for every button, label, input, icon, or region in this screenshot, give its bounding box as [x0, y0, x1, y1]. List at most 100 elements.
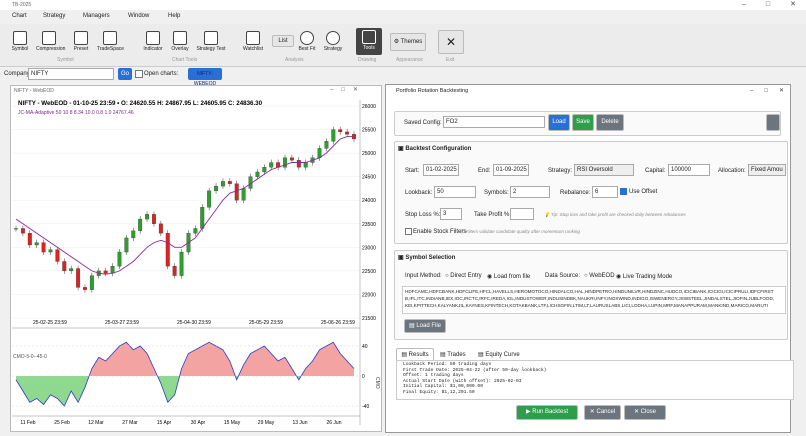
menu-item[interactable]: Managers [83, 13, 110, 19]
candle [41, 242, 46, 253]
window-controls[interactable]: –□✕ [330, 87, 366, 93]
allocation-select[interactable]: Fixed Amou [748, 164, 786, 176]
osc-label: CMO-5-0--45-0 [13, 354, 47, 360]
config-select[interactable]: FO2 [443, 116, 545, 128]
x-tick-label: 25-05-29 23:59 [249, 320, 283, 326]
window-controls[interactable]: –□✕ [742, 1, 796, 8]
x-tick-label: 30 Apr [191, 420, 206, 426]
candle [76, 268, 81, 288]
load-file-button[interactable]: ▤ Load File [404, 319, 446, 333]
y-tick-label: 23500 [362, 222, 376, 228]
candle [34, 242, 39, 246]
toolbar-button[interactable]: Strategy [320, 29, 346, 55]
cancel-button[interactable]: ✕ Cancel [584, 405, 621, 420]
title-bar [0, 0, 806, 10]
end-date[interactable]: 01-09-2025 [493, 164, 529, 176]
tab[interactable]: ▤ Results [396, 348, 434, 362]
candle [193, 228, 198, 234]
label: Input Method: [405, 273, 442, 279]
toolbar-button[interactable]: Best Fit [294, 29, 320, 55]
section-title: ▣ Backtest Configuration [398, 146, 472, 152]
company-select[interactable]: NIFTY [28, 68, 114, 80]
radio[interactable]: ○ WebEOD [584, 273, 615, 279]
y-tick-label: -40 [362, 404, 369, 410]
label: Capital: [645, 168, 666, 174]
toolbar-button[interactable]: ⚙ Themes [390, 33, 426, 51]
checkbox[interactable] [405, 228, 412, 235]
toolbar-button[interactable]: Symbol [7, 29, 33, 55]
chart-svg: NIFTY - WebEOD - 01-10-25 23:59 • O: 246… [12, 100, 380, 426]
candle [227, 181, 232, 184]
candle [165, 233, 170, 267]
candle [158, 223, 163, 234]
group-label: Appearance [396, 57, 423, 63]
checkbox[interactable] [620, 188, 627, 195]
tab[interactable]: ▤ Trades [440, 352, 466, 358]
toolbar-button[interactable]: TradeSpace [97, 29, 124, 55]
save-button[interactable]: Save [572, 114, 594, 131]
exit-button[interactable]: ✕ [438, 30, 464, 54]
label: Allocation: [718, 168, 746, 174]
strategy-select[interactable]: RSI Oversold [574, 164, 634, 176]
menu-item[interactable]: Help [168, 13, 181, 19]
menu-item[interactable]: Window [128, 13, 150, 19]
tab[interactable]: ▤ Equity Curve [478, 352, 520, 358]
delete-button[interactable]: Delete [596, 114, 624, 131]
chart-button[interactable]: NIFTY-WEBEOD [188, 68, 222, 87]
capital-input[interactable]: 100000 [668, 164, 710, 176]
rebalance-input[interactable]: 6 [592, 186, 618, 198]
toolbar-button[interactable]: Strategy Test [196, 29, 226, 55]
candle [138, 218, 143, 231]
load-button[interactable]: Load [548, 114, 570, 131]
menu-item[interactable]: Chart [12, 13, 27, 19]
x-tick-label: 11 Feb [20, 420, 35, 426]
toolbar-button[interactable]: List [272, 35, 294, 47]
x-tick-label: 25-02-25 23:59 [33, 320, 67, 326]
run-button[interactable]: ▶ Run Backtest [516, 405, 578, 420]
group-label: Chart Tools [172, 57, 198, 63]
label: End: [478, 168, 491, 174]
candle [289, 157, 294, 161]
candle [89, 275, 94, 290]
candle [83, 287, 87, 290]
candle [207, 190, 212, 208]
candle [345, 131, 350, 135]
menu-item[interactable]: Strategy [43, 13, 66, 19]
toolbar-button[interactable]: Tools [356, 28, 382, 55]
toolbar-button[interactable]: Overlay [167, 29, 193, 55]
toolbar-button[interactable]: Compression [36, 29, 65, 55]
symbols-textarea[interactable]: HDFCAMC,HDFCBANK,HDFCLIFE,HFCL,HAVELLS,H… [402, 286, 786, 314]
stop-loss-input[interactable]: 3 [440, 208, 462, 220]
symbols-input[interactable]: 2 [510, 186, 550, 198]
candle [48, 249, 53, 253]
candle [103, 270, 108, 274]
ma-line [15, 136, 354, 275]
candle [179, 251, 184, 276]
toolbar-button[interactable]: Indicator [140, 29, 166, 55]
group-label: Analysis [285, 57, 304, 63]
candle [331, 129, 336, 142]
window-controls[interactable]: –□✕ [750, 88, 795, 94]
toolbar-button[interactable]: Watchlist [240, 29, 266, 55]
y-tick-label: 22000 [362, 292, 376, 298]
candle [20, 228, 25, 234]
radio[interactable]: ◉ Load from file [487, 274, 531, 280]
x-tick-label: 15 Apr [157, 420, 172, 426]
lookback-input[interactable]: 50 [434, 186, 476, 198]
go-button[interactable]: Go [118, 68, 132, 80]
radio[interactable]: ○ Direct Entry [445, 273, 482, 279]
checkbox[interactable] [135, 70, 143, 78]
toolbar-button[interactable]: Preset [68, 29, 94, 55]
side-button[interactable] [766, 114, 780, 131]
label: Stop Loss %: [405, 212, 441, 218]
take-profit-input[interactable] [510, 208, 534, 220]
chart-window-title: NIFTY - WebEOD [14, 88, 54, 94]
close-button[interactable]: ✕ Close [624, 405, 666, 420]
start-date[interactable]: 01-02-2025 [423, 164, 459, 176]
company-label: Company: [4, 71, 32, 77]
candle [269, 162, 274, 168]
radio[interactable]: ◉ Live Trading Mode [616, 274, 673, 280]
y-tick-label: 24000 [362, 198, 376, 204]
x-tick-label: 25-06-26 23:59 [321, 320, 355, 326]
label: Symbols: [484, 190, 509, 196]
